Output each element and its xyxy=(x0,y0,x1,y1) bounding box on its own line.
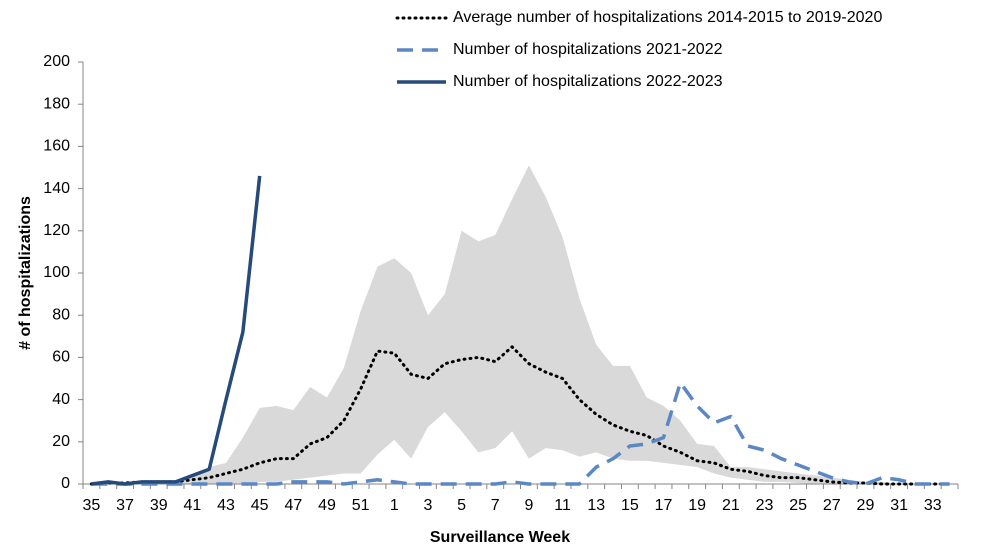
x-tick-label: 37 xyxy=(116,497,134,514)
x-tick-label: 3 xyxy=(423,497,432,514)
y-tick-label: 200 xyxy=(43,53,70,70)
y-tick-label: 160 xyxy=(43,138,70,155)
series-line xyxy=(91,380,950,486)
legend-label: Average number of hospitalizations 2014-… xyxy=(453,9,882,26)
x-tick-label: 5 xyxy=(457,497,466,514)
x-tick-label: 29 xyxy=(857,497,875,514)
x-tick-label: 21 xyxy=(722,497,740,514)
x-tick-label: 41 xyxy=(183,497,201,514)
y-tick-label: 80 xyxy=(52,306,70,323)
legend-label: Number of hospitalizations 2022-2023 xyxy=(453,73,723,90)
x-tick-label: 17 xyxy=(655,497,673,514)
x-axis-title: Surveillance Week xyxy=(430,529,570,546)
x-tick-label: 45 xyxy=(251,497,269,514)
x-tick-label: 49 xyxy=(318,497,336,514)
y-tick-label: 20 xyxy=(52,433,70,450)
x-tick-label: 23 xyxy=(756,497,774,514)
y-tick-label: 40 xyxy=(52,391,70,408)
x-tick-label: 11 xyxy=(554,497,571,514)
x-tick-label: 9 xyxy=(524,497,533,514)
range-band xyxy=(91,165,950,484)
y-tick-label: 120 xyxy=(43,222,70,239)
x-tick-label: 19 xyxy=(688,497,706,514)
x-tick-label: 31 xyxy=(890,497,908,514)
x-tick-label: 15 xyxy=(621,497,639,514)
x-tick-label: 47 xyxy=(284,497,302,514)
y-tick-label: 140 xyxy=(43,180,70,197)
y-axis-title: # of hospitalizations xyxy=(17,196,34,350)
x-tick-label: 1 xyxy=(390,497,399,514)
x-tick-label: 51 xyxy=(352,497,370,514)
y-tick-label: 0 xyxy=(61,475,70,492)
x-tick-label: 33 xyxy=(924,497,942,514)
x-tick-label: 25 xyxy=(789,497,807,514)
y-tick-label: 60 xyxy=(52,349,70,366)
x-tick-label: 27 xyxy=(823,497,841,514)
series-line xyxy=(91,175,262,486)
x-tick-label: 35 xyxy=(83,497,101,514)
x-tick-label: 13 xyxy=(587,497,605,514)
x-tick-label: 39 xyxy=(150,497,168,514)
legend-label: Number of hospitalizations 2021-2022 xyxy=(453,41,723,58)
series-line xyxy=(89,345,952,486)
x-tick-label: 7 xyxy=(491,497,500,514)
y-tick-label: 180 xyxy=(43,95,70,112)
y-tick-label: 100 xyxy=(43,264,70,281)
x-tick-label: 43 xyxy=(217,497,235,514)
